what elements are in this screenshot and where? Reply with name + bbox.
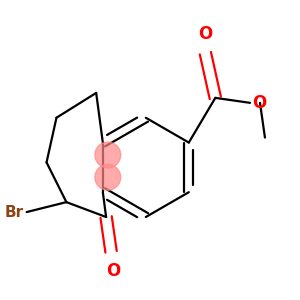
Circle shape xyxy=(95,142,121,168)
Text: Br: Br xyxy=(5,205,24,220)
Circle shape xyxy=(95,164,121,190)
Text: O: O xyxy=(106,262,121,280)
Text: O: O xyxy=(198,25,212,43)
Text: O: O xyxy=(253,94,267,112)
